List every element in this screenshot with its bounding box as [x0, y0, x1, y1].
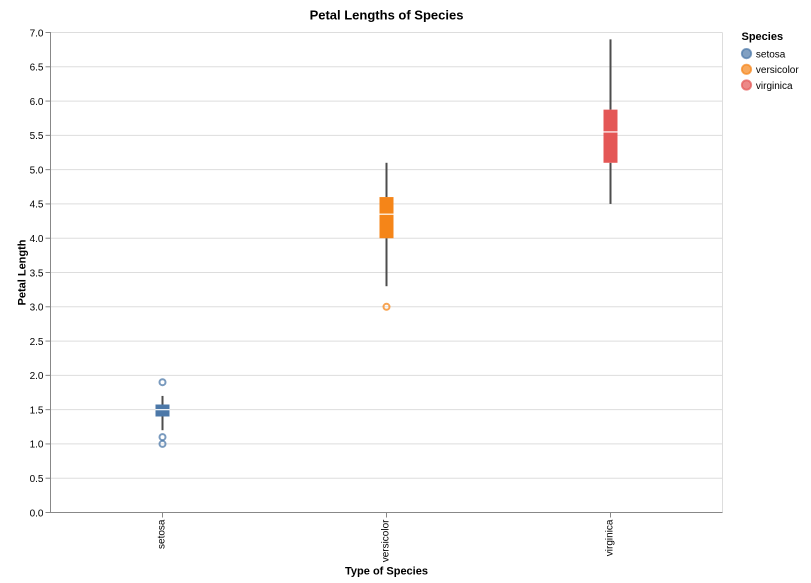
svg-text:7.0: 7.0: [30, 28, 44, 39]
svg-text:2.5: 2.5: [30, 337, 44, 348]
svg-text:0.5: 0.5: [30, 474, 44, 485]
svg-text:setosa: setosa: [157, 519, 168, 549]
svg-text:Petal Length: Petal Length: [17, 239, 29, 305]
svg-text:5.5: 5.5: [30, 131, 44, 142]
svg-text:5.0: 5.0: [30, 165, 44, 176]
svg-text:4.0: 4.0: [30, 234, 44, 245]
svg-text:virginica: virginica: [605, 519, 616, 556]
svg-text:4.5: 4.5: [30, 200, 44, 211]
svg-text:2.0: 2.0: [30, 371, 44, 382]
svg-text:1.0: 1.0: [30, 440, 44, 451]
svg-text:3.0: 3.0: [30, 303, 44, 314]
svg-text:versicolor: versicolor: [381, 519, 392, 562]
svg-text:6.5: 6.5: [30, 63, 44, 74]
svg-text:Species: Species: [742, 31, 784, 43]
svg-text:versicolor: versicolor: [756, 65, 799, 76]
svg-text:6.0: 6.0: [30, 97, 44, 108]
svg-text:Petal Lengths of Species: Petal Lengths of Species: [310, 8, 464, 23]
svg-text:1.5: 1.5: [30, 405, 44, 416]
svg-text:3.5: 3.5: [30, 268, 44, 279]
svg-text:virginica: virginica: [756, 81, 793, 92]
svg-text:0.0: 0.0: [30, 508, 44, 519]
svg-text:Type of Species: Type of Species: [345, 566, 428, 578]
svg-text:setosa: setosa: [756, 49, 786, 60]
